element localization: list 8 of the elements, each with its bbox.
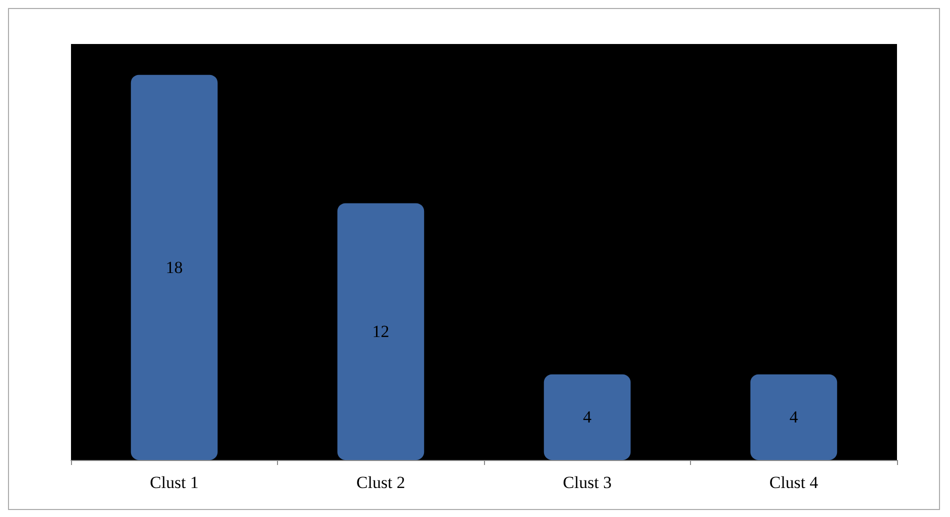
x-tick-label: Clust 3 — [562, 473, 612, 492]
data-label: 4 — [583, 408, 592, 427]
x-tick-label: Clust 1 — [150, 473, 199, 492]
data-label: 18 — [166, 258, 183, 277]
data-label: 12 — [372, 322, 390, 342]
x-tick-label: Clust 2 — [356, 473, 406, 492]
x-tick-label: Clust 4 — [769, 473, 819, 492]
data-label: 4 — [790, 408, 798, 427]
